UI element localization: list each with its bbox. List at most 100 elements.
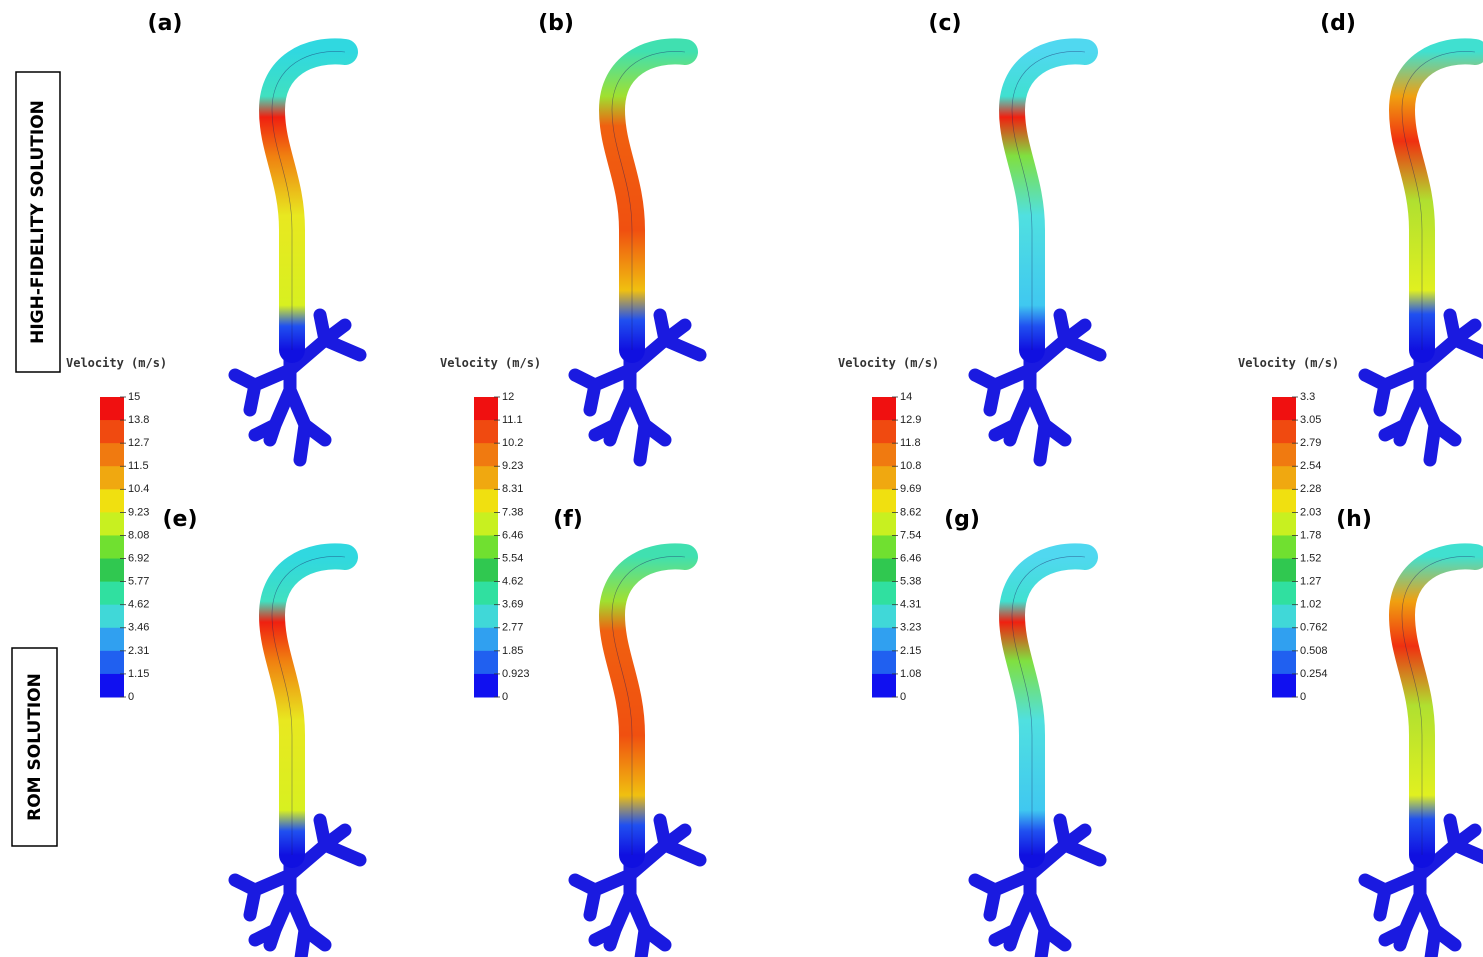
colorbar-band (100, 605, 124, 629)
airway-image (575, 51, 700, 460)
panel-label: (e) (162, 507, 197, 532)
colorbar-band (1272, 582, 1296, 606)
colorbar-band (474, 512, 498, 536)
colorbar-tick-label: 1.27 (1300, 576, 1321, 588)
colorbar-band (872, 605, 896, 629)
row-label: ROM SOLUTION (25, 673, 45, 821)
colorbar-band (100, 559, 124, 583)
colorbar-tick-label: 10.2 (502, 437, 523, 449)
colorbar-band (1272, 651, 1296, 675)
colorbar-tick-label: 4.62 (502, 576, 523, 588)
colorbar-band (474, 628, 498, 652)
colorbar-tick-label: 0.254 (1300, 668, 1328, 680)
colorbar-tick-label: 9.23 (128, 506, 149, 518)
colorbar-band (474, 466, 498, 490)
colorbar-band (1272, 535, 1296, 559)
colorbar-band (872, 489, 896, 513)
colorbar-tick-label: 2.31 (128, 645, 149, 657)
colorbar-tick-label: 0 (502, 691, 508, 703)
colorbar-tick-label: 3.3 (1300, 391, 1315, 403)
colorbar-tick-label: 7.38 (502, 506, 523, 518)
colorbar-tick-label: 4.31 (900, 599, 921, 611)
airway-image (575, 556, 700, 957)
airway-image (1365, 51, 1483, 460)
colorbar-band (872, 466, 896, 490)
colorbar-tick-label: 2.54 (1300, 460, 1321, 472)
figure: HIGH-FIDELITY SOLUTION ROM SOLUTION (a)(… (0, 0, 1483, 957)
colorbar-tick-label: 0.508 (1300, 645, 1328, 657)
colorbar-tick-label: 0 (1300, 691, 1306, 703)
colorbar-band (1272, 628, 1296, 652)
colorbar-band (474, 420, 498, 444)
panel-label: (b) (538, 11, 574, 36)
colorbar-tick-label: 12.9 (900, 414, 921, 426)
colorbar-band (100, 489, 124, 513)
colorbar-band (100, 628, 124, 652)
colorbar-tick-label: 1.15 (128, 668, 149, 680)
colorbar-tick-label: 3.46 (128, 622, 149, 634)
colorbar-tick-label: 0.923 (502, 668, 530, 680)
colorbar-band (474, 397, 498, 421)
panel-label: (c) (928, 11, 961, 36)
colorbar-tick-label: 1.08 (900, 668, 921, 680)
colorbar-band (1272, 512, 1296, 536)
colorbar-band (872, 512, 896, 536)
colorbar-band (872, 535, 896, 559)
colorbar-band (1272, 674, 1296, 698)
airway-image (975, 51, 1100, 460)
colorbar-tick-label: 12.7 (128, 437, 149, 449)
colorbar-tick-label: 9.69 (900, 483, 921, 495)
panel-label: (f) (553, 507, 583, 532)
colorbar-tick-label: 4.62 (128, 599, 149, 611)
colorbar-band (100, 512, 124, 536)
colorbar-title: Velocity (m/s) (838, 356, 939, 370)
colorbar-tick-label: 0 (128, 691, 134, 703)
panel-label: (d) (1320, 11, 1356, 36)
colorbar-band (474, 559, 498, 583)
colorbar-tick-label: 6.92 (128, 552, 149, 564)
airway-trachea (612, 51, 685, 350)
colorbar-title: Velocity (m/s) (1238, 356, 1339, 370)
colorbar-band (474, 605, 498, 629)
colorbar-tick-label: 1.52 (1300, 552, 1321, 564)
row-label: HIGH-FIDELITY SOLUTION (28, 100, 48, 344)
colorbar-tick-label: 1.85 (502, 645, 523, 657)
colorbar-tick-label: 3.05 (1300, 414, 1321, 426)
colorbar-band (872, 559, 896, 583)
colorbar-tick-label: 7.54 (900, 529, 921, 541)
colorbar-tick-label: 5.38 (900, 576, 921, 588)
colorbar-tick-label: 8.31 (502, 483, 523, 495)
colorbar-tick-label: 1.02 (1300, 599, 1321, 611)
colorbar-title: Velocity (m/s) (440, 356, 541, 370)
airway-image (235, 51, 360, 460)
colorbar-band (1272, 559, 1296, 583)
row-label-box: ROM SOLUTION (12, 648, 57, 846)
airway-trachea (612, 556, 685, 855)
colorbar-tick-label: 10.8 (900, 460, 921, 472)
colorbar-band (872, 443, 896, 467)
colorbar-tick-label: 2.28 (1300, 483, 1321, 495)
colorbar-tick-label: 6.46 (900, 552, 921, 564)
colorbar-band (100, 443, 124, 467)
colorbar-tick-label: 9.23 (502, 460, 523, 472)
airway-trachea (1012, 51, 1085, 350)
colorbar-tick-label: 0 (900, 691, 906, 703)
row-label-box: HIGH-FIDELITY SOLUTION (16, 72, 60, 372)
colorbar-tick-label: 3.69 (502, 599, 523, 611)
panel-label: (g) (944, 507, 980, 532)
colorbar-tick-label: 2.15 (900, 645, 921, 657)
colorbar-tick-label: 8.62 (900, 506, 921, 518)
colorbar-tick-label: 5.77 (128, 576, 149, 588)
colorbar-band (872, 651, 896, 675)
colorbar-band (872, 420, 896, 444)
colorbar-band (100, 651, 124, 675)
colorbar-tick-label: 5.54 (502, 552, 523, 564)
colorbar-band (100, 582, 124, 606)
colorbar-tick-label: 11.8 (900, 437, 921, 449)
airway-trachea (272, 556, 345, 855)
panel-label: (h) (1336, 507, 1372, 532)
colorbar-tick-label: 11.1 (502, 414, 523, 426)
colorbar-tick-label: 13.8 (128, 414, 149, 426)
airway-trachea (1402, 51, 1475, 350)
colorbar-band (1272, 489, 1296, 513)
